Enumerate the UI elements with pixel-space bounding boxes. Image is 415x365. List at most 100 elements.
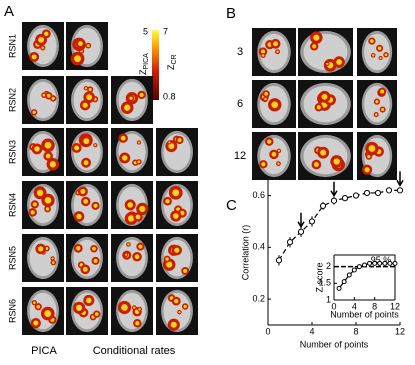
activation (41, 46, 45, 50)
activation (82, 102, 88, 108)
activation (172, 189, 180, 197)
arrow (330, 181, 338, 198)
point (336, 285, 342, 291)
colorbar-tick: 7 (163, 26, 168, 36)
activation (121, 155, 128, 161)
y-tick-label: 0.2 (252, 293, 265, 303)
activation (277, 162, 280, 165)
x-tick-label: 4 (309, 326, 314, 336)
activation (86, 297, 92, 304)
activation (94, 144, 97, 147)
point (341, 279, 347, 285)
activation (33, 320, 39, 326)
activation (139, 205, 146, 212)
activation (92, 246, 96, 251)
arrow (297, 212, 305, 229)
activation (313, 162, 319, 167)
activation (76, 213, 82, 220)
activation (313, 34, 320, 41)
colorbar-label: ZCR (166, 54, 177, 70)
y-axis-label: Correlation (r) (240, 225, 250, 281)
activation (277, 149, 281, 152)
x-tick-label: 0 (331, 301, 336, 311)
line (278, 189, 400, 261)
activation (135, 321, 140, 326)
activation (30, 210, 35, 215)
activation (367, 154, 371, 159)
activation (320, 149, 327, 156)
activation (271, 101, 279, 109)
activation (83, 160, 89, 166)
x-tick-label: 8 (353, 326, 358, 336)
activation (170, 321, 177, 328)
panel-label: C (226, 197, 237, 214)
activation (321, 93, 328, 100)
activation (178, 311, 181, 314)
activation (267, 139, 272, 144)
x-axis-label: Number of points (330, 309, 399, 319)
activation (174, 247, 180, 253)
activation (312, 44, 317, 49)
point (346, 272, 352, 278)
activation (82, 266, 88, 272)
activation (165, 199, 170, 204)
point (374, 189, 382, 197)
activation (76, 304, 83, 311)
activation (276, 50, 279, 53)
point (372, 260, 378, 266)
activation (83, 199, 89, 204)
activation (177, 138, 182, 143)
row-label: 6 (237, 98, 243, 110)
point (377, 260, 383, 266)
activation (45, 246, 49, 250)
activation (165, 257, 169, 261)
y-tick-label: 0.6 (252, 190, 265, 200)
activation (261, 162, 266, 167)
activation (32, 301, 36, 304)
row-label: RSN5 (7, 246, 17, 270)
y-axis-label: Z score (314, 262, 324, 292)
activation (183, 268, 188, 273)
point (363, 189, 371, 197)
row-label: RSN6 (7, 299, 17, 323)
activation (44, 141, 52, 149)
activation (273, 41, 278, 47)
activation (384, 53, 388, 57)
activation (138, 308, 141, 311)
panel-label: B (226, 5, 236, 22)
activation (168, 141, 171, 144)
point (297, 228, 305, 235)
point (341, 195, 349, 202)
brain-tissue (364, 33, 390, 71)
point (352, 192, 360, 199)
activation (51, 96, 55, 101)
row-label: 3 (237, 46, 243, 58)
point (275, 257, 283, 264)
activation (78, 41, 83, 47)
activation (174, 298, 179, 304)
activation (38, 36, 45, 43)
activation (127, 243, 130, 246)
subscript: PICA (143, 53, 150, 70)
panel-label: A (4, 3, 14, 20)
point (319, 202, 327, 209)
activation (80, 188, 86, 194)
activation (46, 93, 51, 98)
activation (183, 304, 187, 309)
activation (133, 161, 137, 165)
activation (34, 146, 40, 152)
activation (336, 59, 342, 65)
point (308, 218, 316, 225)
activation (44, 310, 52, 317)
activation (316, 105, 321, 110)
point (392, 260, 398, 266)
point (356, 264, 362, 270)
activation (173, 213, 179, 219)
activation (271, 151, 277, 157)
colorbar-tick: 0.8 (163, 91, 176, 101)
column-label: PICA (31, 345, 57, 357)
y-tick-label: 2 (326, 261, 331, 271)
activation (379, 56, 382, 60)
colorbar (152, 30, 159, 100)
